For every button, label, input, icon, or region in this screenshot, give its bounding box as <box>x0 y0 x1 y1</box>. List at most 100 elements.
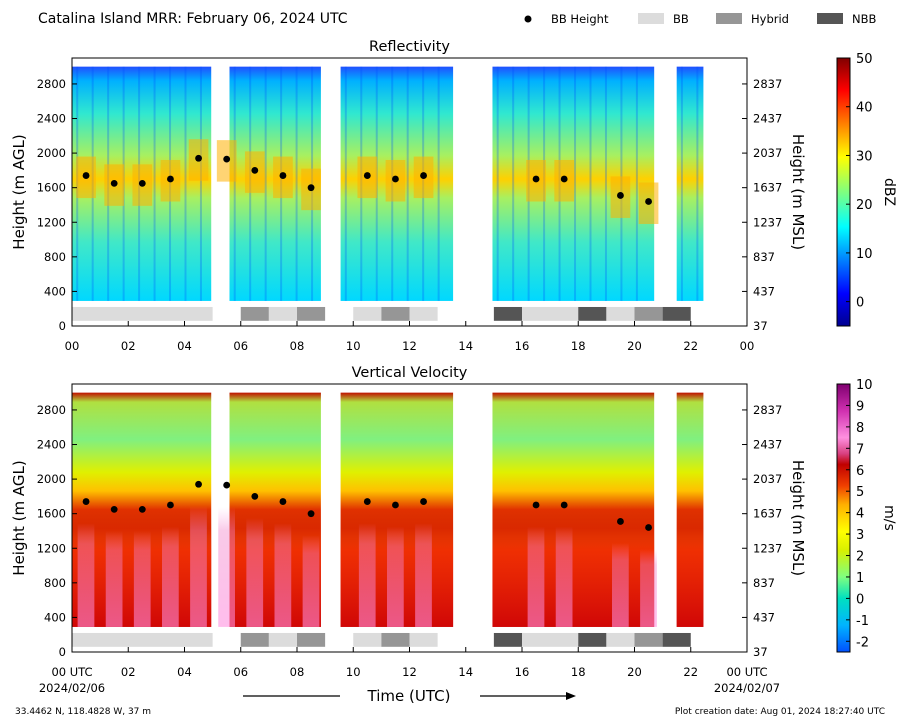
bb-type-segment <box>72 306 213 321</box>
y-right-tick-label: 2837 <box>753 403 782 417</box>
bb-height-point <box>251 492 259 500</box>
panel-title: Vertical Velocity <box>352 365 468 381</box>
bb-height-point <box>532 501 540 509</box>
colorbar-tick-label: 0 <box>856 296 864 311</box>
data-field-streak <box>233 66 236 301</box>
colorbar-tick-label: 7 <box>856 442 864 457</box>
colorbar-label: dBZ <box>881 178 897 206</box>
bb-type-segment <box>634 306 663 321</box>
bb-type-segment <box>522 306 579 321</box>
y-axis-label: Height (m AGL) <box>10 134 28 249</box>
bb-height-point <box>251 166 259 174</box>
colorbar-tick-label: 8 <box>856 421 864 436</box>
start-date-label: 2024/02/06 <box>39 681 105 695</box>
x-tick-label: 12 <box>402 665 417 679</box>
fall-speed-core <box>133 530 151 627</box>
colorbar-tick-label: -2 <box>856 635 869 650</box>
bb-height-point <box>645 524 652 531</box>
bb-type-segment <box>606 632 635 647</box>
y-right-tick-label: 37 <box>753 645 768 659</box>
data-field-streak <box>496 66 499 301</box>
y-right-tick-label: 1237 <box>753 541 782 555</box>
data-field-core <box>492 509 655 627</box>
colorbar-tick-label: 9 <box>856 399 864 414</box>
x-tick-label: 02 <box>121 665 136 679</box>
bb-height-point <box>223 155 231 163</box>
data-field-streak <box>295 66 298 301</box>
x-tick-label: 04 <box>177 339 192 353</box>
x-tick-label: 16 <box>515 665 530 679</box>
colorbar-tick-label: 10 <box>856 378 873 393</box>
x-axis-label: Time (UTC) <box>367 687 451 705</box>
colorbar-tick-label: 6 <box>856 464 864 479</box>
bb-height-point <box>645 198 652 205</box>
y-right-tick-label: 1637 <box>753 181 782 195</box>
y-right-tick-label: 1237 <box>753 215 782 229</box>
y-tick-label: 1600 <box>37 181 66 195</box>
figure-title: Catalina Island MRR: February 06, 2024 U… <box>38 11 348 27</box>
x-tick-label: 20 <box>627 339 642 353</box>
bb-height-point <box>167 175 174 183</box>
data-field-segment <box>676 66 704 301</box>
fall-speed-core <box>358 523 376 627</box>
y-right-tick-label: 2437 <box>753 438 782 452</box>
bb-type-segment <box>353 306 382 321</box>
bb-height-point <box>110 505 118 513</box>
x-tick-label: 22 <box>683 339 698 353</box>
bb-height-point <box>560 175 568 183</box>
x-axis-arrow-head <box>566 692 576 700</box>
bb-height-point <box>532 175 540 183</box>
y-tick-label: 400 <box>44 610 66 624</box>
data-field-streak <box>437 66 440 301</box>
x-tick-label: 00 UTC <box>51 665 92 679</box>
fall-speed-core <box>302 535 320 627</box>
fall-speed-core <box>612 543 629 627</box>
y-right-tick-label: 2837 <box>753 77 782 91</box>
bb-type-segment <box>381 306 410 321</box>
fall-speed-core <box>190 505 207 627</box>
bb-height-point <box>167 501 174 509</box>
data-field-streak <box>264 66 267 301</box>
creation-date-label: Plot creation date: Aug 01, 2024 18:27:4… <box>675 707 885 717</box>
bb-type-segment <box>493 306 522 321</box>
x-tick-label: 10 <box>346 339 361 353</box>
bb-type-segment <box>522 632 579 647</box>
bb-height-point <box>392 501 399 509</box>
y-right-tick-label: 1637 <box>753 507 782 521</box>
bb-type-segment <box>409 306 438 321</box>
y-tick-label: 800 <box>44 250 66 264</box>
fall-speed-core <box>527 526 545 627</box>
top-legend: BB Height BB Hybrid NBB <box>524 12 876 26</box>
x-tick-label: 10 <box>346 665 361 679</box>
bb-height-point <box>420 498 427 505</box>
bb-height-point <box>420 172 427 179</box>
colorbar-tick-label: 1 <box>856 571 864 586</box>
fall-speed-core <box>274 523 292 627</box>
y-tick-label: 1600 <box>37 507 66 521</box>
colorbar-tick-label: 20 <box>856 198 873 213</box>
bb-type-segment <box>381 632 410 647</box>
y-tick-label: 1200 <box>37 541 66 555</box>
data-field-streak <box>589 66 592 301</box>
panel-title: Reflectivity <box>369 39 450 55</box>
colorbar-tick-label: -1 <box>856 614 869 629</box>
legend-nbb-swatch <box>817 13 843 24</box>
legend-bb-height-dot <box>524 15 532 23</box>
y-axis-label: Height (m AGL) <box>10 460 28 575</box>
y-tick-label: 0 <box>59 319 66 333</box>
colorbar-tick-label: 2 <box>856 550 864 565</box>
legend-hybrid-swatch <box>716 13 742 24</box>
bb-type-segment <box>268 306 297 321</box>
y-right-tick-label: 837 <box>753 250 775 264</box>
bb-type-segment <box>297 632 326 647</box>
x-tick-label: 18 <box>571 339 586 353</box>
legend-bb-height-label: BB Height <box>551 12 609 26</box>
fall-speed-core <box>387 526 404 627</box>
bb-height-point <box>279 498 287 505</box>
y-right-tick-label: 437 <box>753 284 775 298</box>
y-tick-label: 2800 <box>37 77 66 91</box>
fall-speed-core <box>218 506 235 627</box>
y-right-tick-label: 2037 <box>753 472 782 486</box>
data-field-streak <box>406 66 409 301</box>
